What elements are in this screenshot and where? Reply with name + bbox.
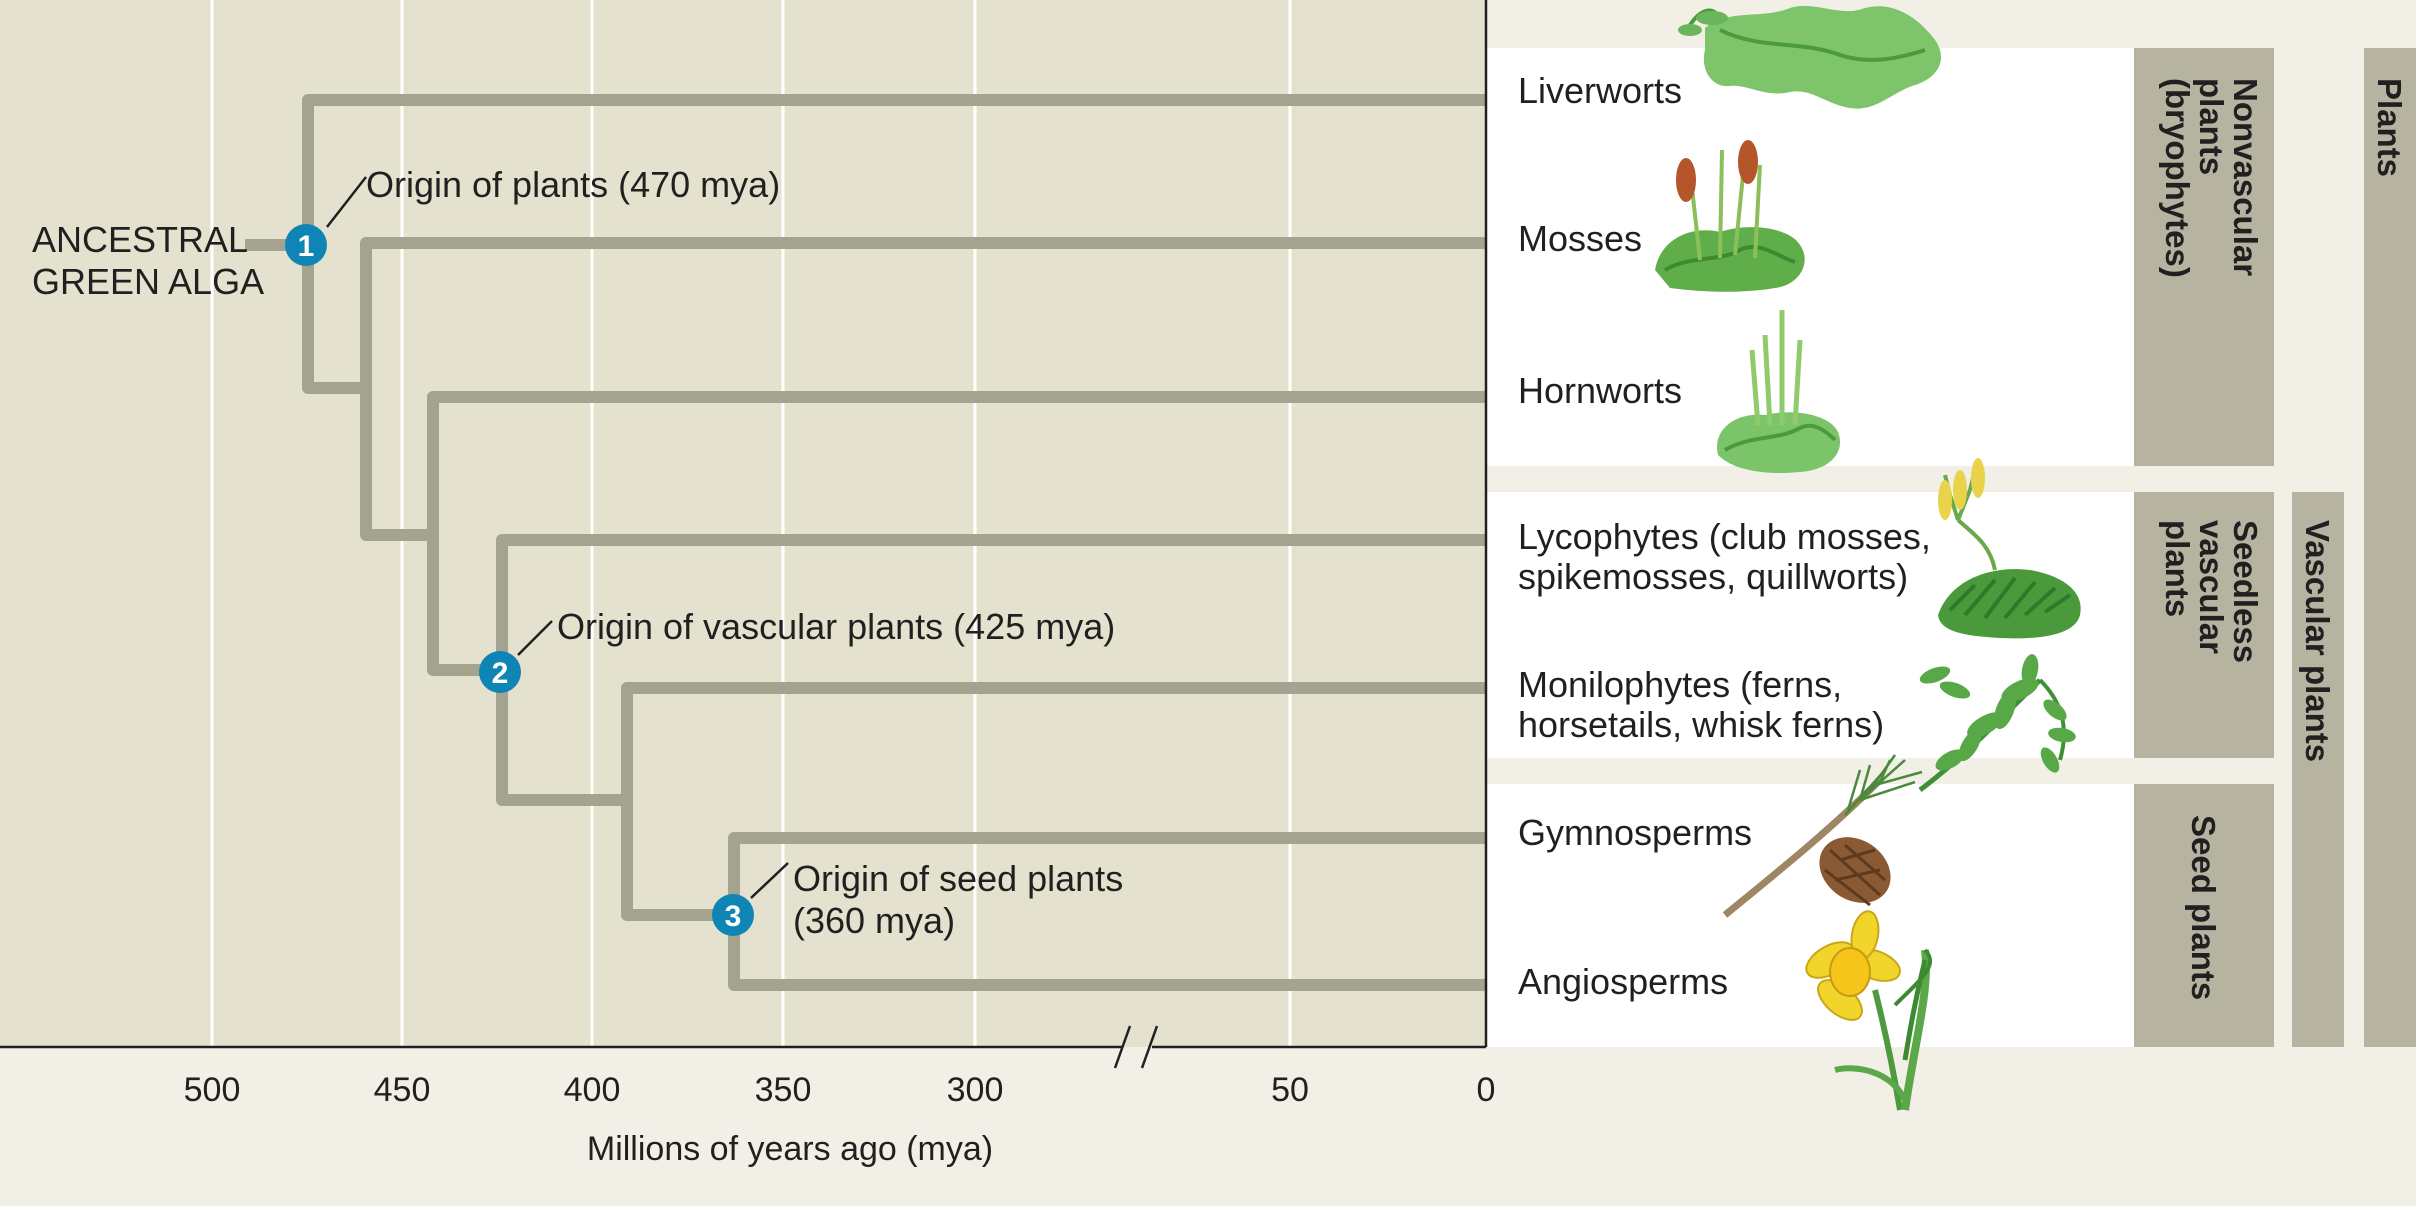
- bar-rect: [2292, 492, 2344, 1047]
- taxon-label-monilophytes-line2: horsetails, whisk ferns): [1518, 704, 1884, 745]
- x-axis: 500 450 400 350 300 50 0 Millions of yea…: [0, 1025, 1496, 1168]
- moss-plant: [1655, 140, 1805, 292]
- tick-label: 500: [184, 1071, 241, 1109]
- group-label-line1: Seedless: [2227, 520, 2264, 663]
- taxon-label-angiosperms: Angiosperms: [1518, 961, 1728, 1002]
- bar-rect: [2134, 784, 2274, 1047]
- daffodil-flower: [1805, 910, 1933, 1111]
- taxon-label-gymnosperms: Gymnosperms: [1518, 812, 1752, 853]
- fern-frond: [1918, 654, 2076, 792]
- bar-rect: [2364, 48, 2416, 1047]
- tick-label: 50: [1271, 1071, 1309, 1109]
- group-bar-seed: Seed plants: [2134, 784, 2274, 1047]
- tick-label: 400: [564, 1071, 621, 1109]
- group-label-line1: Nonvascular: [2227, 78, 2264, 276]
- axis-break-mark: [1140, 1025, 1159, 1069]
- seed-panel: [1486, 784, 2134, 1047]
- group-bar-plants: Plants: [2364, 48, 2416, 1047]
- bar-rect: [2134, 492, 2274, 758]
- taxon-label-lycophytes-line1: Lycophytes (club mosses,: [1518, 516, 1931, 557]
- bar-rect: [2134, 48, 2274, 466]
- taxon-label-hornworts: Hornworts: [1518, 370, 1682, 411]
- node-circle: [712, 894, 754, 936]
- group-bar-vascular: Vascular plants: [2292, 492, 2344, 1047]
- event-3-marker: 3 Origin of seed plants (360 mya): [712, 858, 1123, 941]
- leader-line: [517, 620, 553, 656]
- event-2-marker: 2 Origin of vascular plants (425 mya): [479, 606, 1115, 693]
- axis-break-mark: [1113, 1025, 1132, 1069]
- group-label: Plants: [2371, 78, 2408, 177]
- node-circle: [285, 224, 327, 266]
- group-label-line3: plants: [2159, 520, 2196, 617]
- group-label-line2: plants: [2193, 78, 2230, 175]
- leader-line: [326, 176, 367, 228]
- pine-branch-with-cone: [1722, 754, 1923, 918]
- group-label-line2: vascular: [2193, 520, 2230, 654]
- ancestor-label-line1: ANCESTRAL: [32, 219, 248, 260]
- taxon-label-liverworts: Liverworts: [1518, 70, 1682, 111]
- lycophyte-plant: [1938, 458, 2081, 639]
- taxon-label-lycophytes-line2: spikemosses, quillworts): [1518, 556, 1908, 597]
- hornwort-plant: [1717, 310, 1841, 474]
- event-3-label-line1: Origin of seed plants: [793, 858, 1123, 899]
- taxon-label-monilophytes-line1: Monilophytes (ferns,: [1518, 664, 1842, 705]
- event-2-label: Origin of vascular plants (425 mya): [557, 606, 1115, 647]
- branch-hornworts: [427, 391, 1486, 676]
- axis-title: Millions of years ago (mya): [587, 1130, 993, 1168]
- liverwort-plant: [1678, 5, 1942, 109]
- leader-line: [750, 862, 789, 899]
- node-circle: [479, 651, 521, 693]
- ancestor-label-line2: GREEN ALGA: [32, 261, 264, 302]
- node-number: 2: [492, 657, 509, 690]
- group-label: Seed plants: [2185, 815, 2222, 1000]
- group-label-line3: (bryophytes): [2159, 78, 2196, 278]
- branch-monilophytes: [621, 682, 1486, 921]
- nonvascular-panel: [1486, 48, 2134, 466]
- event-1-label: Origin of plants (470 mya): [366, 164, 780, 205]
- tick-label: 300: [947, 1071, 1004, 1109]
- tick-label: 350: [755, 1071, 812, 1109]
- node-number: 3: [725, 900, 742, 933]
- tree-background: [0, 0, 1486, 1047]
- group-bar-nonvascular: Nonvascular plants (bryophytes): [2134, 48, 2274, 466]
- tick-label: 0: [1477, 1071, 1496, 1109]
- taxon-label-mosses: Mosses: [1518, 218, 1642, 259]
- tick-label: 450: [374, 1071, 431, 1109]
- event-3-label-line2: (360 mya): [793, 900, 955, 941]
- branch-mosses: [360, 237, 1486, 541]
- event-1-marker: 1 Origin of plants (470 mya): [285, 164, 780, 266]
- gridlines: [210, 0, 1292, 1047]
- node-number: 1: [298, 230, 315, 263]
- group-bar-seedless: Seedless vascular plants: [2134, 492, 2274, 758]
- group-label: Vascular plants: [2299, 520, 2336, 762]
